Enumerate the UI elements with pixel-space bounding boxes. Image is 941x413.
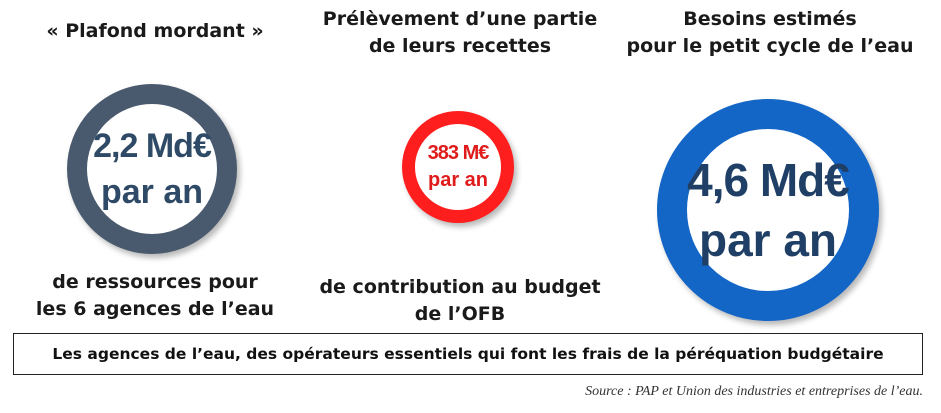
- banner-text: Les agences de l’eau, des opérateurs ess…: [52, 345, 884, 363]
- heading-line: pour le petit cycle de l’eau: [626, 35, 914, 57]
- description-line: de ressources pour: [52, 271, 258, 293]
- description-prelevement: de contribution au budget de l’OFB: [305, 274, 615, 328]
- heading-line: Prélèvement d’une partie: [322, 8, 598, 30]
- ring-value: 4,6 Md€: [687, 154, 850, 206]
- heading-line: Besoins estimés: [683, 8, 857, 30]
- description-line: de contribution au budget: [319, 276, 601, 298]
- heading-besoins-estimes: Besoins estimés pour le petit cycle de l…: [610, 6, 930, 60]
- ring-unit: par an: [100, 173, 204, 211]
- ring-unit: par an: [427, 169, 489, 191]
- ring-besoins-estimes: 4,6 Md€ par an: [657, 99, 879, 321]
- ring-plafond-mordant: 2,2 Md€ par an: [67, 84, 237, 254]
- heading-line: « Plafond mordant »: [46, 20, 264, 42]
- ring-unit: par an: [698, 214, 838, 266]
- description-line: les 6 agences de l’eau: [35, 298, 275, 320]
- ring-prelevement: 383 M€ par an: [402, 111, 514, 223]
- heading-line: de leurs recettes: [368, 35, 552, 57]
- description-plafond-mordant: de ressources pour les 6 agences de l’ea…: [20, 269, 290, 323]
- ring-value: 383 M€: [427, 142, 490, 164]
- source-note: Source : PAP et Union des industries et …: [585, 384, 923, 399]
- description-line: de l’OFB: [414, 303, 506, 325]
- heading-prelevement: Prélèvement d’une partie de leurs recett…: [300, 6, 620, 60]
- heading-plafond-mordant: « Plafond mordant »: [30, 18, 280, 45]
- summary-banner: Les agences de l’eau, des opérateurs ess…: [13, 333, 923, 375]
- ring-value: 2,2 Md€: [93, 127, 212, 165]
